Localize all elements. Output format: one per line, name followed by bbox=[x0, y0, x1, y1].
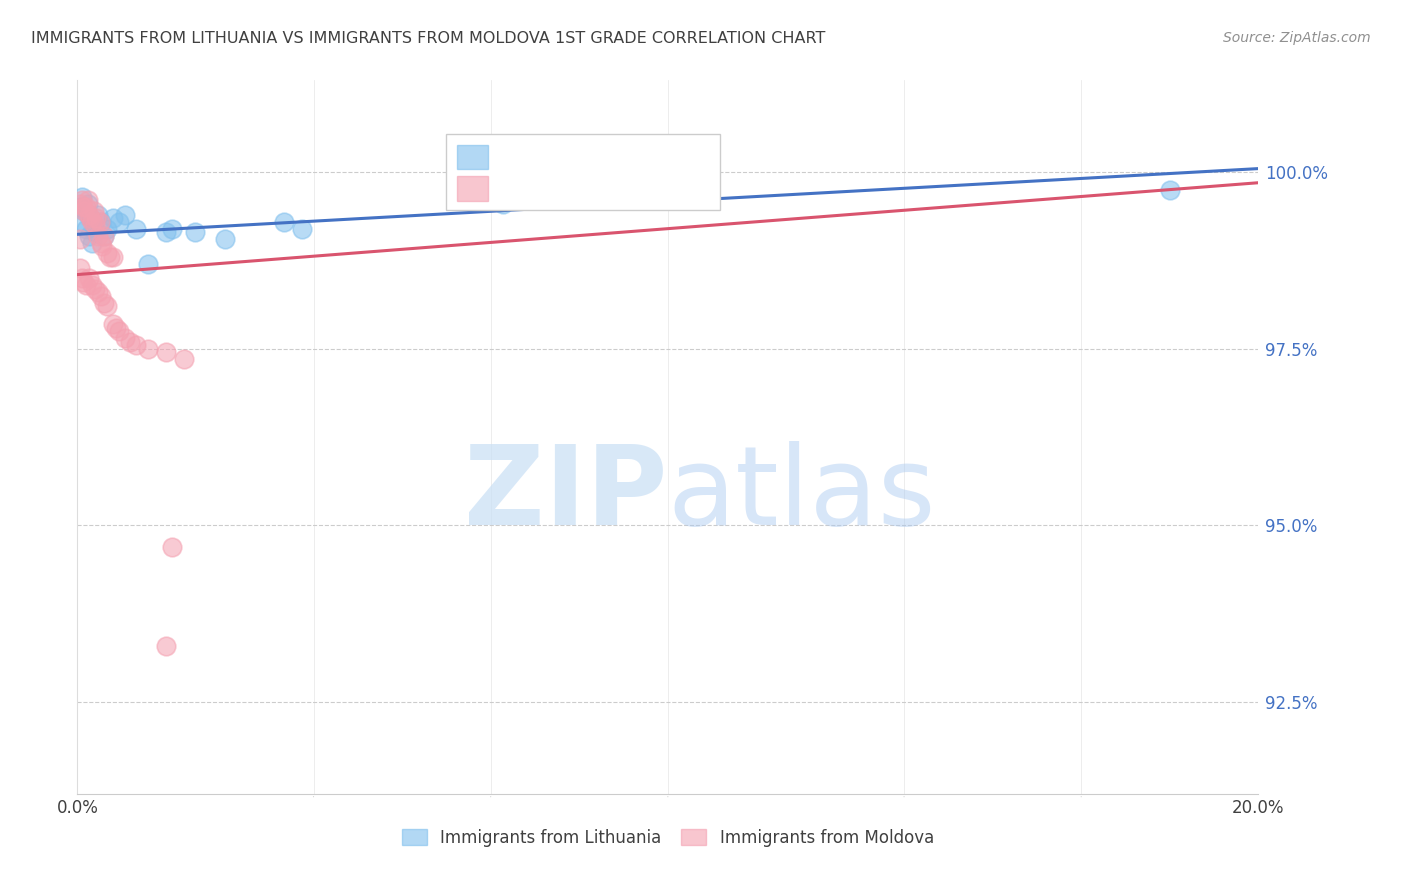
Point bbox=[79, 211, 101, 225]
Point bbox=[491, 197, 513, 211]
Point bbox=[96, 299, 118, 313]
Point bbox=[69, 260, 91, 275]
Point bbox=[84, 211, 107, 225]
Text: R = 0.283   N = 43: R = 0.283 N = 43 bbox=[496, 179, 666, 197]
Text: ZIP: ZIP bbox=[464, 441, 668, 548]
Point bbox=[184, 225, 207, 239]
Point bbox=[90, 214, 112, 228]
Point bbox=[70, 190, 93, 204]
Point bbox=[120, 334, 142, 349]
Text: atlas: atlas bbox=[668, 441, 936, 548]
Point bbox=[77, 207, 100, 221]
Point bbox=[125, 338, 148, 352]
Point bbox=[84, 282, 107, 296]
Point bbox=[83, 218, 105, 232]
Point bbox=[93, 296, 115, 310]
Point bbox=[91, 239, 114, 253]
Point bbox=[136, 342, 159, 356]
Point bbox=[75, 278, 97, 293]
Point bbox=[84, 225, 107, 239]
Point bbox=[101, 211, 124, 225]
Text: R = 0.493   N = 30: R = 0.493 N = 30 bbox=[496, 148, 666, 166]
Point bbox=[69, 232, 91, 246]
Point bbox=[114, 207, 136, 221]
Point bbox=[70, 271, 93, 285]
Point bbox=[79, 211, 101, 225]
Point bbox=[69, 197, 91, 211]
Point bbox=[291, 221, 314, 235]
Point bbox=[90, 289, 112, 303]
Point bbox=[87, 228, 110, 243]
Point bbox=[87, 285, 110, 300]
Point bbox=[160, 221, 183, 235]
Point bbox=[160, 540, 183, 554]
Point bbox=[98, 250, 121, 264]
Point bbox=[73, 204, 96, 219]
Point bbox=[1159, 183, 1181, 197]
Point bbox=[87, 207, 110, 221]
Point bbox=[96, 246, 118, 260]
Point bbox=[686, 194, 709, 208]
Text: Source: ZipAtlas.com: Source: ZipAtlas.com bbox=[1223, 31, 1371, 45]
Text: IMMIGRANTS FROM LITHUANIA VS IMMIGRANTS FROM MOLDOVA 1ST GRADE CORRELATION CHART: IMMIGRANTS FROM LITHUANIA VS IMMIGRANTS … bbox=[31, 31, 825, 46]
Point bbox=[173, 352, 195, 367]
Point bbox=[72, 201, 94, 215]
Point bbox=[155, 345, 177, 359]
Point bbox=[84, 218, 107, 232]
Point bbox=[77, 194, 100, 208]
Point bbox=[75, 201, 97, 215]
Point bbox=[125, 221, 148, 235]
Point bbox=[69, 201, 91, 215]
Point bbox=[89, 214, 111, 228]
Point bbox=[273, 214, 295, 228]
Point bbox=[96, 221, 118, 235]
Point bbox=[101, 250, 124, 264]
Point bbox=[101, 317, 124, 331]
Point bbox=[72, 214, 94, 228]
Point bbox=[73, 204, 96, 219]
Point bbox=[77, 197, 100, 211]
Point bbox=[90, 235, 112, 250]
Point bbox=[104, 320, 127, 334]
Point bbox=[136, 257, 159, 271]
Point bbox=[72, 275, 94, 289]
Point bbox=[155, 639, 177, 653]
Point bbox=[82, 235, 104, 250]
Point bbox=[93, 228, 115, 243]
Point bbox=[114, 331, 136, 345]
Point bbox=[82, 278, 104, 293]
Point bbox=[468, 194, 491, 208]
Point bbox=[83, 204, 105, 219]
Point bbox=[155, 225, 177, 239]
Point bbox=[75, 221, 97, 235]
Point bbox=[70, 194, 93, 208]
Point bbox=[214, 232, 236, 246]
Legend: Immigrants from Lithuania, Immigrants from Moldova: Immigrants from Lithuania, Immigrants fr… bbox=[395, 822, 941, 854]
Point bbox=[93, 228, 115, 243]
Point bbox=[77, 271, 100, 285]
Point bbox=[77, 228, 100, 243]
Point bbox=[82, 214, 104, 228]
Point bbox=[107, 214, 129, 228]
Point bbox=[107, 324, 129, 338]
